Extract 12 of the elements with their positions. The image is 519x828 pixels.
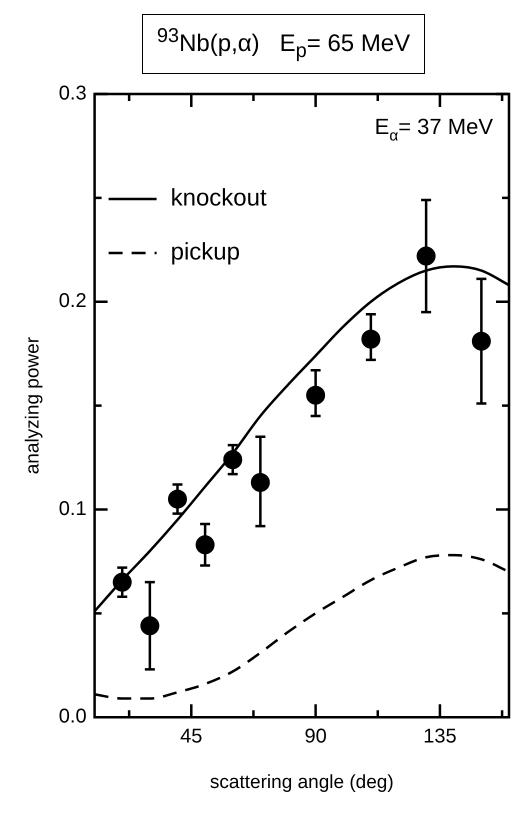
x-tick-label: 90 — [304, 726, 327, 748]
legend-label: pickup — [170, 238, 240, 266]
y-tick-label: 0.0 — [58, 706, 87, 728]
x-tick-label: 45 — [180, 726, 202, 748]
x-axis-title: scattering angle (deg) — [210, 772, 394, 793]
chart-title: $^{93}$Nb(p,α) E$_{p}$= 65 MeV — [142, 14, 426, 74]
y-tick-label: 0.1 — [58, 498, 87, 520]
legend-label: knockout — [170, 184, 267, 212]
x-tick-label: 135 — [423, 726, 457, 748]
y-tick-label: 0.2 — [58, 290, 87, 312]
y-axis-title: analyzing power — [22, 336, 44, 474]
y-tick-label: 0.3 — [58, 82, 87, 104]
